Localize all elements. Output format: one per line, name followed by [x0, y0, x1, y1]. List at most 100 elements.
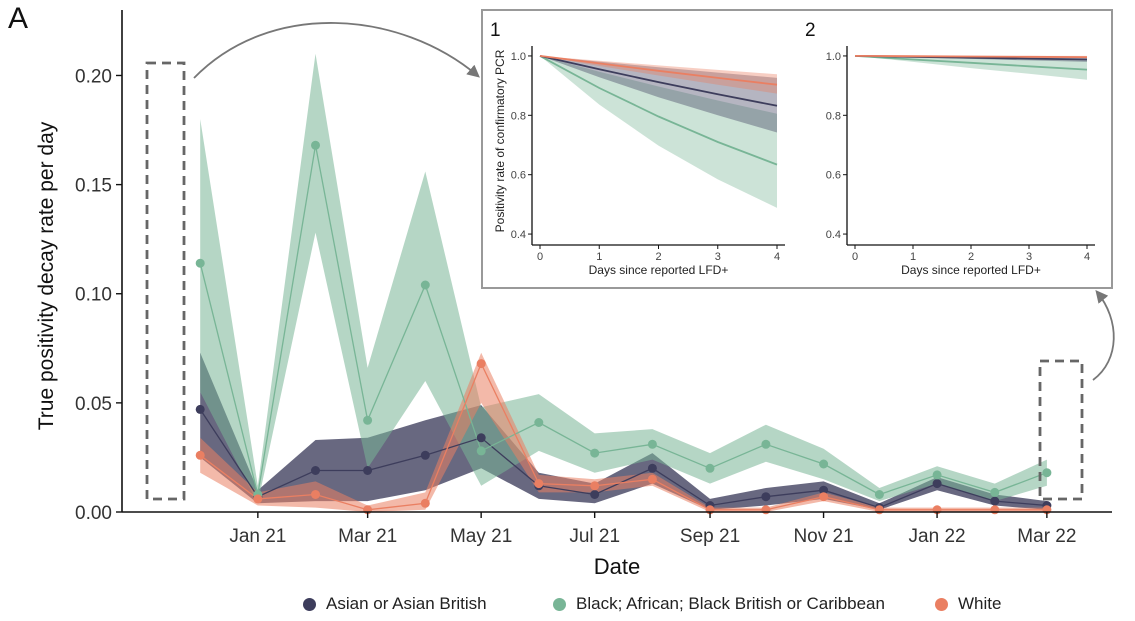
data-point-black — [874, 490, 884, 499]
inset1-x-axis-title: Days since reported LFD+ — [589, 263, 729, 277]
ci-band-black — [200, 53, 1047, 504]
inset2-y-tick-label: 0.6 — [826, 170, 841, 182]
inset1-panel-label: 1 — [490, 20, 501, 41]
annotations — [145, 22, 1115, 501]
series-line-white — [199, 361, 1047, 511]
legend-dot-black — [553, 597, 566, 611]
ci-band-white — [200, 352, 1047, 512]
inset2-x-tick-label: 0 — [852, 251, 858, 263]
inset1-x-tick-label: 2 — [655, 251, 661, 263]
data-point-black — [195, 258, 205, 268]
data-point-black — [534, 418, 544, 427]
inset1-line-white — [539, 55, 778, 86]
inset1-y-tick-label: 0.8 — [511, 110, 526, 122]
data-point-black — [590, 448, 600, 458]
data-point-asian — [819, 485, 829, 495]
inset1-line-black — [539, 55, 778, 166]
inset-border — [481, 9, 1113, 289]
data-point-asian — [932, 479, 942, 489]
y-tick-label: 0.00 — [75, 503, 112, 524]
inset1-line-asian — [539, 55, 778, 107]
data-point-black — [647, 439, 657, 449]
x-tick-label: May 21 — [450, 526, 512, 547]
legend-item-white: White — [935, 594, 1001, 614]
inset-panel-2: 0.4 0.6 0.8 1.0 0 1 2 3 4 Days since reported LFD… — [805, 20, 1095, 277]
data-point-black — [932, 470, 942, 480]
data-point-asian — [761, 492, 771, 502]
data-point-white — [420, 498, 430, 508]
inset2-y-tick-label: 1.0 — [826, 51, 841, 63]
inset1-ci-band-black — [540, 55, 777, 208]
highlight-box-late — [1038, 359, 1084, 501]
inset1-x-tick-label: 0 — [537, 251, 543, 263]
data-point-black — [363, 415, 373, 425]
inset1-y-tick-label: 1.0 — [511, 51, 526, 63]
inset2-y-tick-label: 0.8 — [826, 110, 841, 122]
data-point-asian — [311, 466, 320, 475]
data-point-asian — [195, 404, 205, 414]
data-point-white — [761, 505, 771, 515]
y-tick-label: 0.05 — [75, 394, 112, 415]
legend: Asian or Asian British Black; African; B… — [0, 594, 1135, 620]
inset1-y-tick-label: 0.6 — [511, 170, 526, 182]
inset1-x-tick-label: 1 — [596, 251, 602, 263]
y-tick-label: 0.20 — [75, 66, 112, 87]
x-tick-label: Mar 22 — [1017, 526, 1076, 547]
legend-item-asian: Asian or Asian British — [303, 594, 487, 614]
data-point-black — [761, 439, 771, 449]
x-tick-label: Jan 21 — [229, 526, 286, 547]
data-point-white — [253, 494, 263, 504]
series-line-black — [199, 145, 1048, 496]
data-point-white — [534, 479, 544, 489]
legend-label-black: Black; African; Black British or Caribbe… — [576, 594, 885, 613]
inset2-x-axis-title: Days since reported LFD+ — [901, 263, 1041, 277]
ci-band-asian — [200, 352, 1047, 510]
inset1-ci-band-asian — [540, 55, 777, 133]
x-tick-label: Nov 21 — [793, 526, 853, 547]
series-line-asian — [199, 409, 1047, 509]
main-plot: 0.00 0.05 0.10 0.15 0.20 Jan 21 Mar 21 May 21 Ju… — [35, 10, 1112, 579]
inset2-line-black — [854, 55, 1088, 71]
data-point-white — [990, 505, 1000, 515]
data-point-asian — [476, 433, 486, 443]
data-point-white — [590, 481, 600, 491]
x-tick-label: Jan 22 — [909, 526, 966, 547]
x-tick-label: Jul 21 — [569, 526, 620, 547]
data-point-white — [647, 474, 657, 484]
data-point-black — [1042, 468, 1052, 478]
data-point-black — [990, 487, 1000, 497]
data-point-black — [705, 463, 715, 473]
inset1-x-tick-label: 4 — [774, 251, 780, 263]
inset2-y-tick-label: 0.4 — [826, 229, 841, 241]
highlight-box-early — [145, 61, 186, 501]
inset-frame — [481, 9, 1113, 289]
data-point-black — [476, 446, 486, 456]
inset2-x-tick-label: 3 — [1026, 251, 1032, 263]
inset2-x-tick-label: 1 — [910, 251, 916, 263]
data-point-white — [819, 492, 829, 502]
x-tick-label: Sep 21 — [680, 526, 740, 547]
inset2-panel-label: 2 — [805, 20, 816, 41]
inset2-x-tick-label: 2 — [968, 251, 974, 263]
inset1-x-tick-label: 3 — [715, 251, 721, 263]
data-point-asian — [647, 463, 657, 473]
legend-label-white: White — [958, 594, 1002, 613]
data-point-black — [311, 140, 320, 150]
data-point-asian — [990, 496, 1000, 506]
inset1-y-axis-title: Positivity rate of confirmatory PCR — [493, 49, 507, 232]
arrow-to-inset-2 — [1092, 290, 1115, 381]
inset2-ci-band-black — [855, 55, 1087, 80]
inset1-y-tick-label: 0.4 — [511, 229, 526, 241]
legend-item-black: Black; African; Black British or Caribbe… — [553, 594, 885, 614]
y-axis-title: True positivity decay rate per day — [35, 121, 58, 430]
panel-label: A — [8, 2, 29, 35]
data-point-asian — [420, 450, 430, 460]
data-point-black — [819, 459, 829, 469]
data-point-white — [476, 359, 486, 369]
figure-canvas: 0.00 0.05 0.10 0.15 0.20 Jan 21 Mar 21 May 21 Ju… — [35, 9, 1115, 579]
inset1-ci-band-white — [540, 55, 777, 94]
y-tick-label: 0.10 — [75, 285, 112, 306]
legend-dot-white — [935, 597, 948, 611]
legend-dot-asian — [303, 597, 316, 611]
data-point-white — [311, 490, 320, 499]
